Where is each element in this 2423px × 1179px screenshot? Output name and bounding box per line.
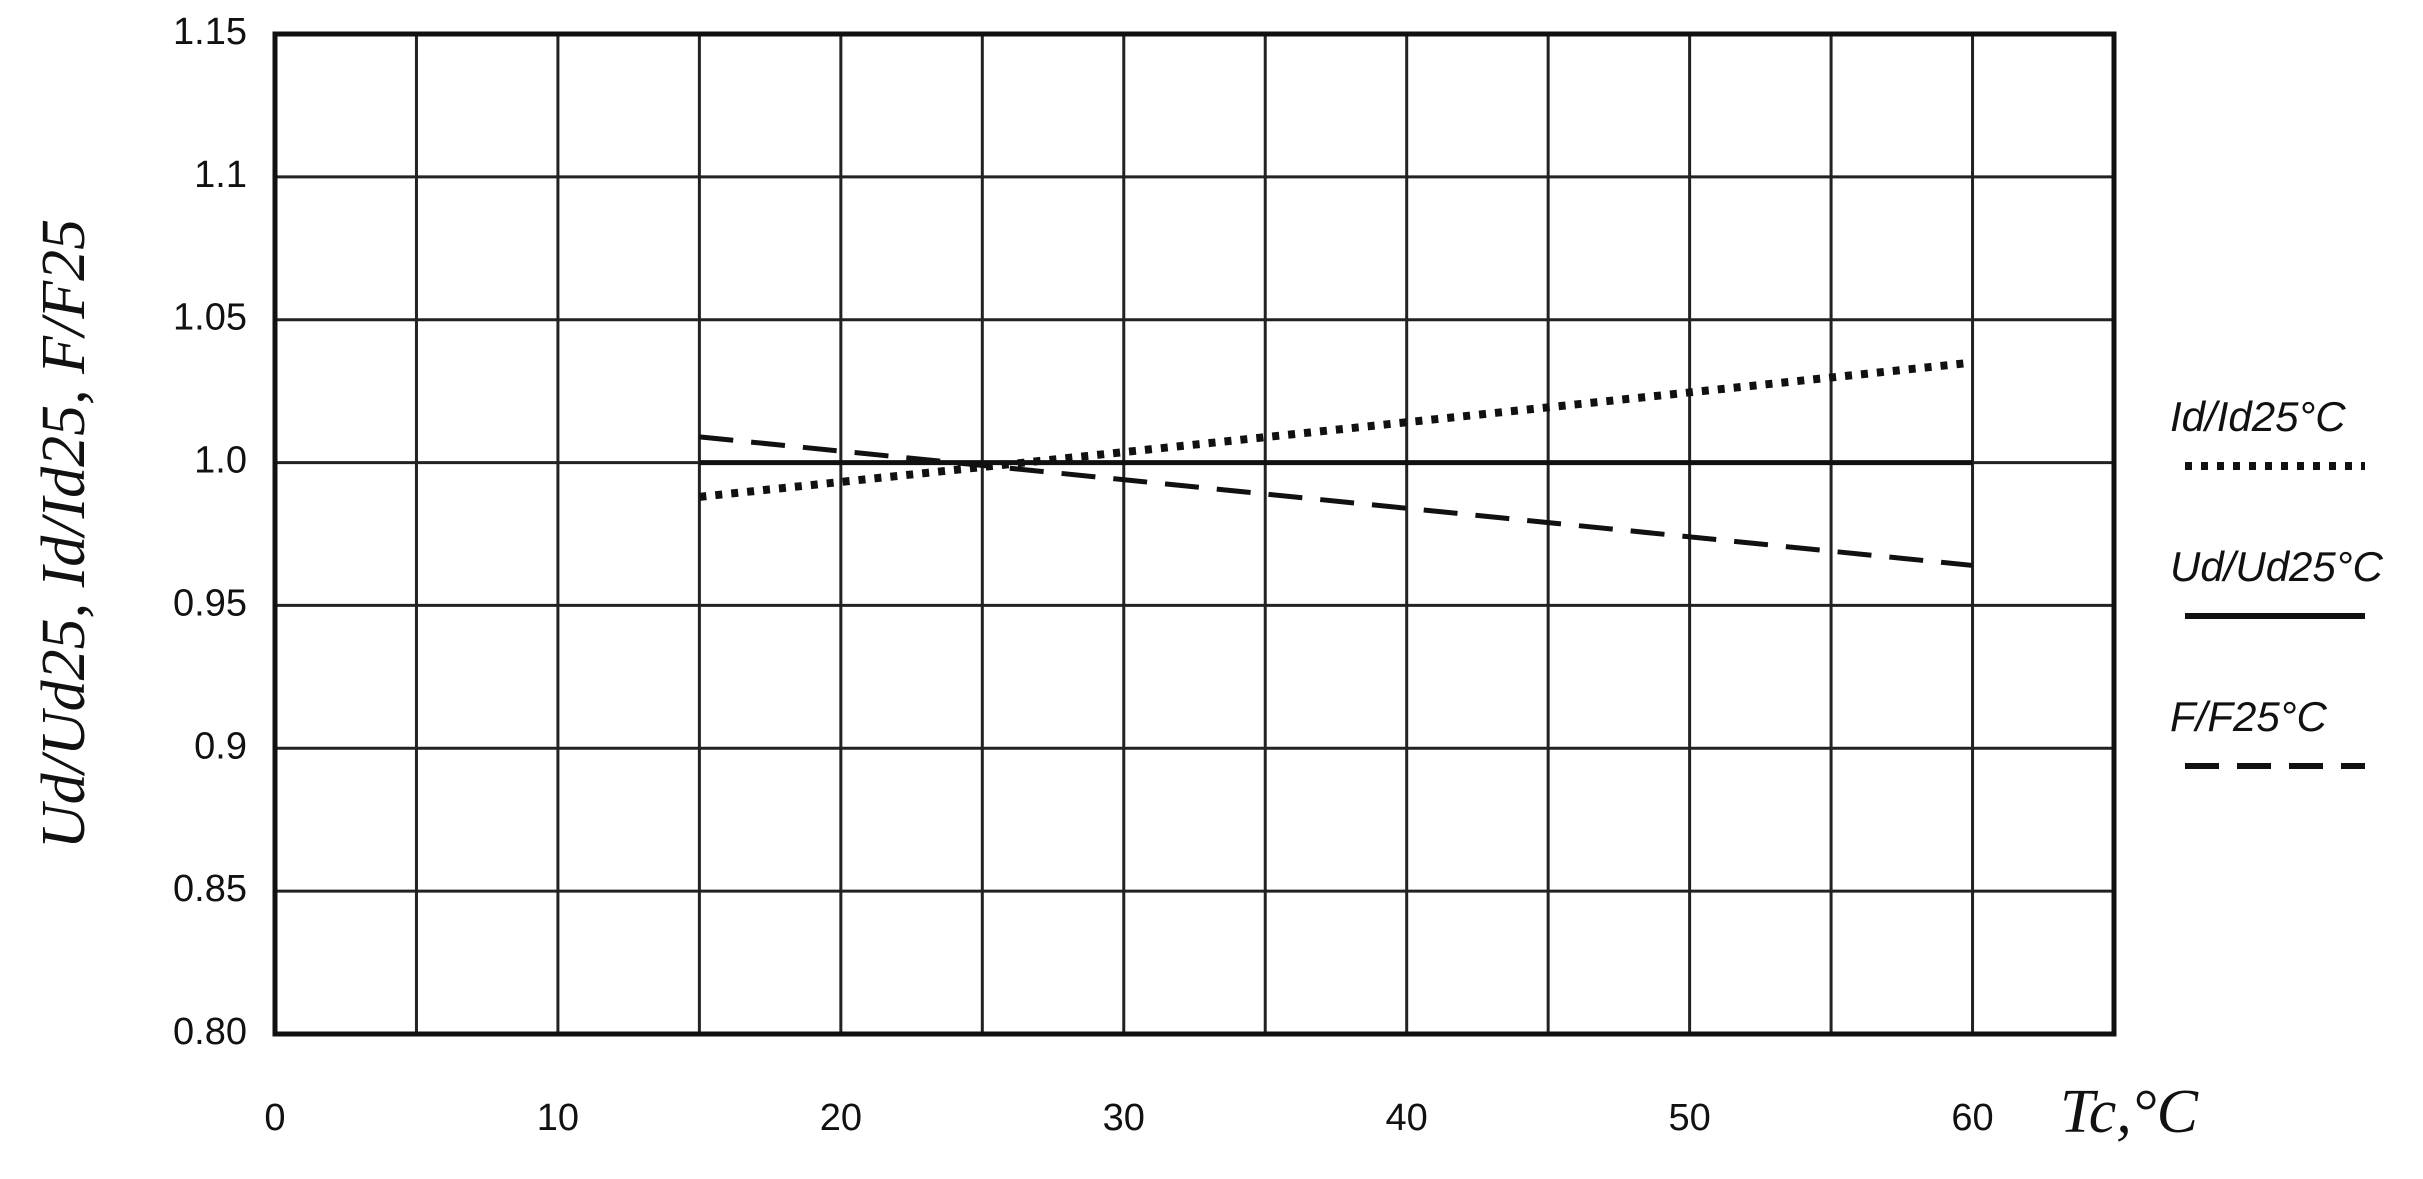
y-tick-label: 1.15: [173, 11, 247, 53]
y-tick-label: 0.9: [194, 725, 247, 767]
legend-label: Id/Id25°C: [2170, 393, 2346, 440]
y-axis-label: Ud/Ud25, Id/Id25, F/F25: [30, 219, 98, 849]
x-tick-label: 40: [1386, 1097, 1428, 1139]
y-tick-label: 1.1: [194, 154, 247, 196]
x-tick-label: 50: [1668, 1097, 1710, 1139]
x-tick-label: 0: [264, 1097, 285, 1139]
legend-label: Ud/Ud25°C: [2170, 543, 2384, 590]
x-tick-label: 30: [1103, 1097, 1145, 1139]
y-tick-label: 1.05: [173, 297, 247, 339]
y-tick-label: 0.95: [173, 582, 247, 624]
x-tick-label: 20: [820, 1097, 862, 1139]
y-tick-label: 1.0: [194, 440, 247, 482]
x-tick-label: 60: [1951, 1097, 1993, 1139]
series-line: [698, 358, 1973, 501]
x-tick-label: 10: [537, 1097, 579, 1139]
plot-frame: [272, 31, 2117, 1037]
y-tick-label: 0.80: [173, 1011, 247, 1053]
series-line: [699, 434, 1973, 568]
y-tick-label: 0.85: [173, 868, 247, 910]
legend-label: F/F25°C: [2170, 693, 2327, 740]
x-axis-label: Tc,°C: [2060, 1078, 2199, 1146]
